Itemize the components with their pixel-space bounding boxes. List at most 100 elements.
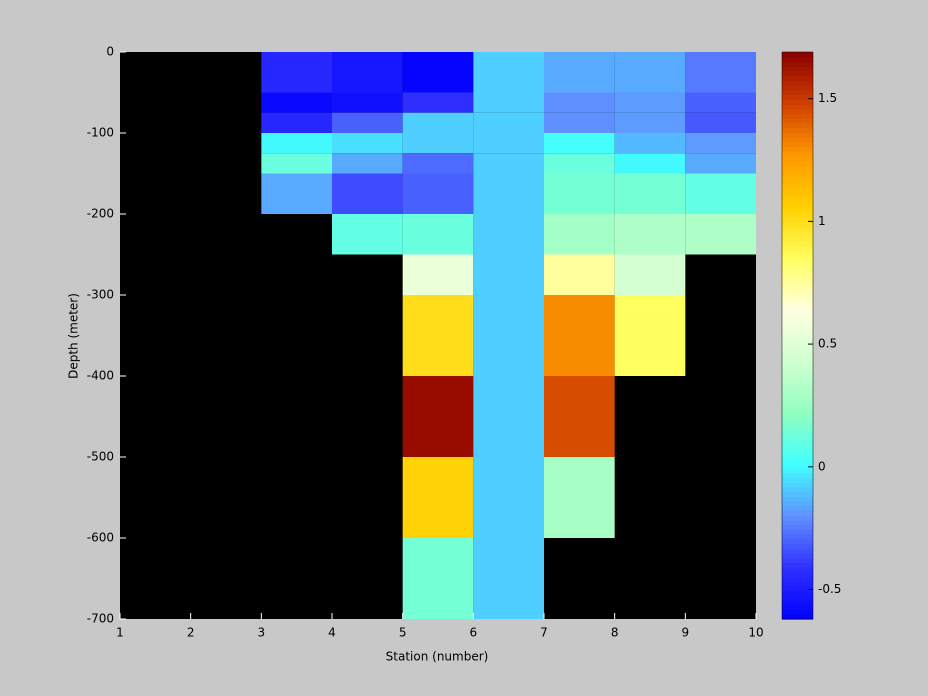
colorbar-stripe: [782, 448, 813, 455]
colorbar-stripe: [782, 335, 813, 341]
colorbar-stripe: [782, 430, 813, 436]
colorbar-stripe: [782, 160, 813, 166]
cell: [402, 112, 474, 133]
colorbar-stripe: [782, 340, 813, 346]
colorbar-stripe: [782, 174, 813, 181]
colorbar-stripe: [782, 311, 813, 318]
colorbar-stripe: [782, 486, 813, 493]
cell: [473, 254, 544, 295]
colorbar-stripe: [782, 226, 813, 233]
colorbar-tick-label: 0.5: [818, 337, 837, 351]
colorbar-stripe: [782, 467, 813, 474]
cell: [544, 295, 615, 376]
cell: [473, 153, 544, 174]
colorbar-stripe: [782, 406, 813, 412]
cell: [261, 112, 332, 133]
colorbar-stripe: [782, 359, 813, 365]
colorbar-stripe: [782, 118, 813, 124]
colorbar-stripe: [782, 515, 813, 521]
colorbar-tick-label: 1: [818, 214, 826, 228]
colorbar-stripe: [782, 349, 813, 355]
colorbar-stripe: [782, 321, 813, 327]
colorbar-stripe: [782, 222, 813, 228]
cell: [261, 92, 332, 113]
x-tick-label: 7: [540, 626, 548, 640]
cell: [544, 254, 615, 295]
colorbar-stripe: [782, 80, 813, 86]
cell: [402, 173, 474, 214]
colorbar-stripe: [782, 264, 813, 270]
cell: [544, 376, 615, 457]
cell: [261, 173, 332, 214]
colorbar-stripe: [782, 146, 813, 152]
colorbar-stripe: [782, 85, 813, 91]
colorbar-stripe: [782, 203, 813, 209]
colorbar-stripe: [782, 212, 813, 218]
cell: [544, 133, 615, 154]
cell: [614, 112, 686, 133]
x-tick-label: 1: [116, 626, 124, 640]
colorbar-stripe: [782, 278, 813, 285]
colorbar-stripe: [782, 510, 813, 516]
colorbar-stripe: [782, 292, 813, 299]
colorbar-stripe: [782, 61, 813, 67]
x-tick-label: 9: [682, 626, 690, 640]
cell: [402, 52, 474, 93]
colorbar-stripe: [782, 344, 813, 351]
x-tick-label: 3: [258, 626, 266, 640]
colorbar-stripe: [782, 496, 813, 502]
colorbar-stripe: [782, 585, 813, 592]
cell: [544, 52, 615, 93]
colorbar-stripe: [782, 231, 813, 237]
colorbar-stripe: [782, 600, 813, 606]
colorbar-stripe: [782, 463, 813, 469]
colorbar-stripe: [782, 56, 813, 63]
cell: [685, 173, 756, 214]
colorbar-stripe: [782, 604, 813, 611]
colorbar-stripe: [782, 307, 813, 313]
x-tick-label: 10: [748, 626, 763, 640]
colorbar-stripe: [782, 571, 813, 578]
cell: [402, 538, 474, 619]
cell: [473, 457, 544, 538]
cell: [614, 52, 686, 93]
colorbar-stripe: [782, 434, 813, 441]
cell: [332, 173, 403, 214]
y-tick-label: -100: [87, 126, 114, 140]
colorbar-stripe: [782, 524, 813, 530]
cell: [332, 112, 403, 133]
colorbar-stripe: [782, 557, 813, 563]
colorbar-stripe: [782, 259, 813, 266]
x-axis-label: Station (number): [386, 650, 489, 664]
colorbar-stripe: [782, 444, 813, 450]
colorbar-stripe: [782, 382, 813, 389]
colorbar-stripe: [782, 113, 813, 119]
colorbar-stripe: [782, 567, 813, 573]
colorbar-frame: [781, 51, 814, 620]
cell: [544, 214, 615, 255]
colorbar-stripe: [782, 99, 813, 105]
colorbar-stripe: [782, 302, 813, 308]
colorbar-stripe: [782, 420, 813, 426]
colorbar-stripe: [782, 207, 813, 214]
cell: [332, 153, 403, 174]
cell: [473, 52, 544, 93]
colorbar-stripe: [782, 250, 813, 256]
cell: [685, 133, 756, 154]
colorbar-stripe: [782, 505, 813, 511]
cell: [473, 376, 544, 457]
cell: [473, 112, 544, 133]
cell: [685, 214, 756, 255]
colorbar-stripe: [782, 458, 813, 464]
colorbar-stripe: [782, 52, 813, 58]
cell: [402, 376, 474, 457]
colorbar-stripe: [782, 519, 813, 526]
cell: [614, 214, 686, 255]
colorbar-stripe: [782, 562, 813, 568]
colorbar-stripe: [782, 283, 813, 289]
colorbar-stripe: [782, 363, 813, 370]
cell: [614, 153, 686, 174]
colorbar-stripe: [782, 491, 813, 497]
y-tick-label: -600: [87, 531, 114, 545]
